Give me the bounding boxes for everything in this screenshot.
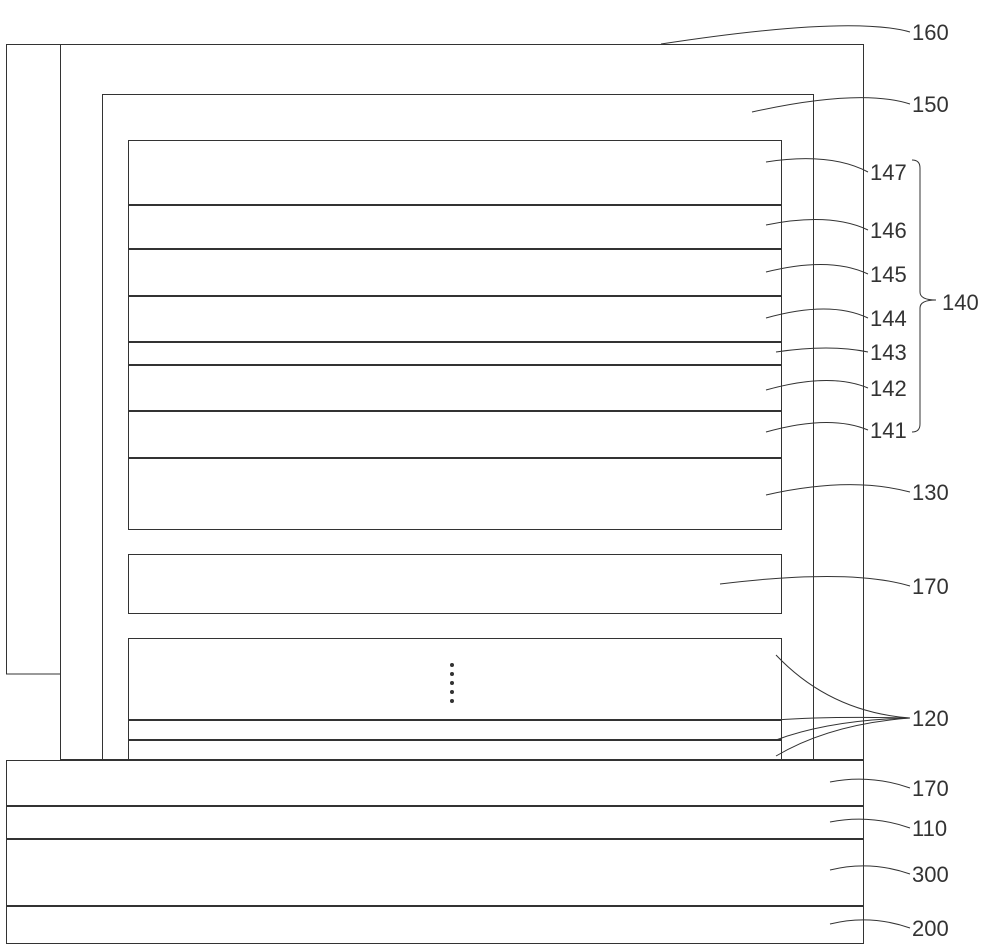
diagram-canvas: 1601501471461451441431421411301701201701… <box>0 0 1000 951</box>
brace-140 <box>0 0 1000 951</box>
brace-label-140: 140 <box>942 290 979 316</box>
